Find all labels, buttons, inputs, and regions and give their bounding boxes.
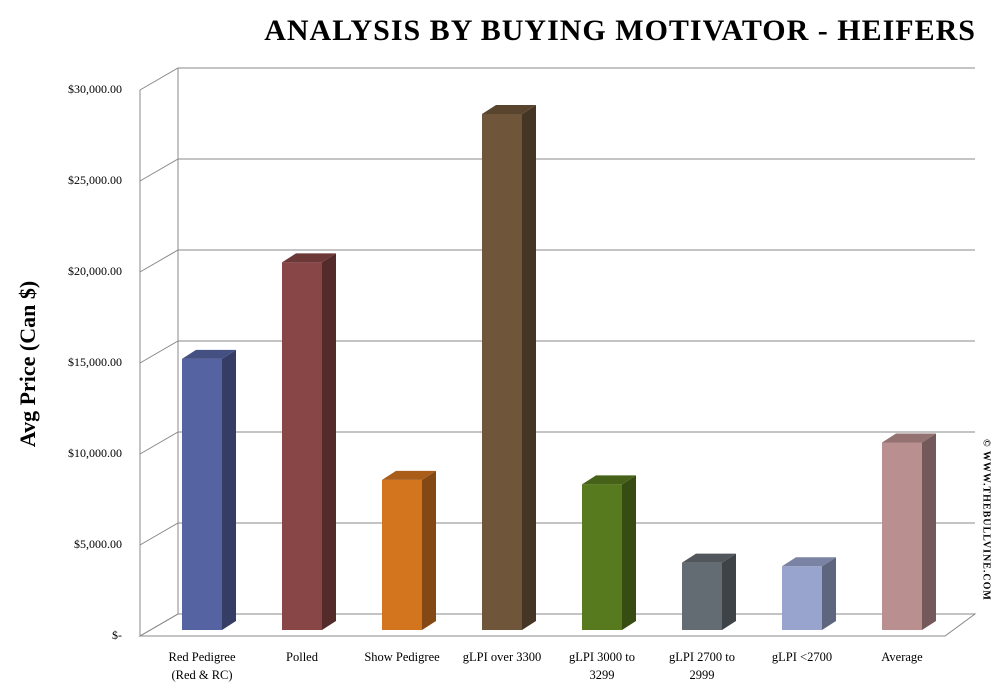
bar xyxy=(782,557,836,630)
grid-line xyxy=(139,613,975,637)
bar-front xyxy=(782,566,822,630)
bar-top xyxy=(682,553,736,563)
y-axis-label: Avg Price (Can $) xyxy=(15,281,40,447)
bar-front xyxy=(182,358,222,630)
bar-side xyxy=(222,349,236,630)
grid-line xyxy=(139,158,975,182)
bar xyxy=(882,433,936,630)
bar-front xyxy=(882,442,922,630)
bar-top xyxy=(282,253,336,263)
bar-front xyxy=(582,484,622,630)
bar xyxy=(582,475,636,630)
y-tick-label: $15,000.00 xyxy=(68,355,122,369)
x-tick-label: Red Pedigree (Red & RC) xyxy=(168,650,236,682)
grid-line xyxy=(139,67,975,91)
bar xyxy=(482,105,536,630)
x-tick-label: gLPI 3000 to 3299 xyxy=(569,650,635,682)
bar-front xyxy=(382,479,422,630)
y-tick-label: $- xyxy=(112,628,122,642)
x-tick-label: Average xyxy=(881,650,923,664)
bar-front xyxy=(482,114,522,630)
x-tick-label: gLPI 2700 to 2999 xyxy=(669,650,735,682)
grid-line xyxy=(139,522,975,546)
bar-side xyxy=(522,105,536,630)
bar-side xyxy=(722,553,736,630)
bar-front xyxy=(282,262,322,630)
bar-top xyxy=(882,433,936,443)
bar xyxy=(682,553,736,630)
bar-top xyxy=(182,349,236,359)
grid-line xyxy=(139,249,975,273)
x-tick-label: gLPI <2700 xyxy=(771,650,833,664)
y-tick-label: $30,000.00 xyxy=(68,82,122,96)
grid-line xyxy=(139,431,975,455)
x-tick-label: Polled xyxy=(286,650,318,664)
bar-top xyxy=(782,557,836,567)
bar-side xyxy=(422,470,436,630)
watermark: © WWW.THEBULLVINE.COM xyxy=(981,439,992,601)
x-tick-label: Show Pedigree xyxy=(364,650,440,664)
y-tick-label: $25,000.00 xyxy=(68,173,122,187)
bar-top xyxy=(382,470,436,480)
bar-top xyxy=(582,475,636,485)
bar-side xyxy=(922,433,936,630)
bar-side xyxy=(622,475,636,630)
y-tick-label: $10,000.00 xyxy=(68,446,122,460)
bar-front xyxy=(682,562,722,630)
chart-title: ANALYSIS BY BUYING MOTIVATOR - HEIFERS xyxy=(264,14,976,47)
bar-side xyxy=(322,253,336,631)
grid-line xyxy=(139,340,975,364)
bar xyxy=(382,470,436,630)
x-tick-label: gLPI over 3300 xyxy=(462,650,542,664)
bar xyxy=(182,349,236,630)
bar-top xyxy=(482,105,536,115)
bar-side xyxy=(822,557,836,630)
floor xyxy=(138,613,977,637)
y-tick-label: $5,000.00 xyxy=(74,537,122,551)
bar xyxy=(282,253,336,631)
y-tick-label: $20,000.00 xyxy=(68,264,122,278)
